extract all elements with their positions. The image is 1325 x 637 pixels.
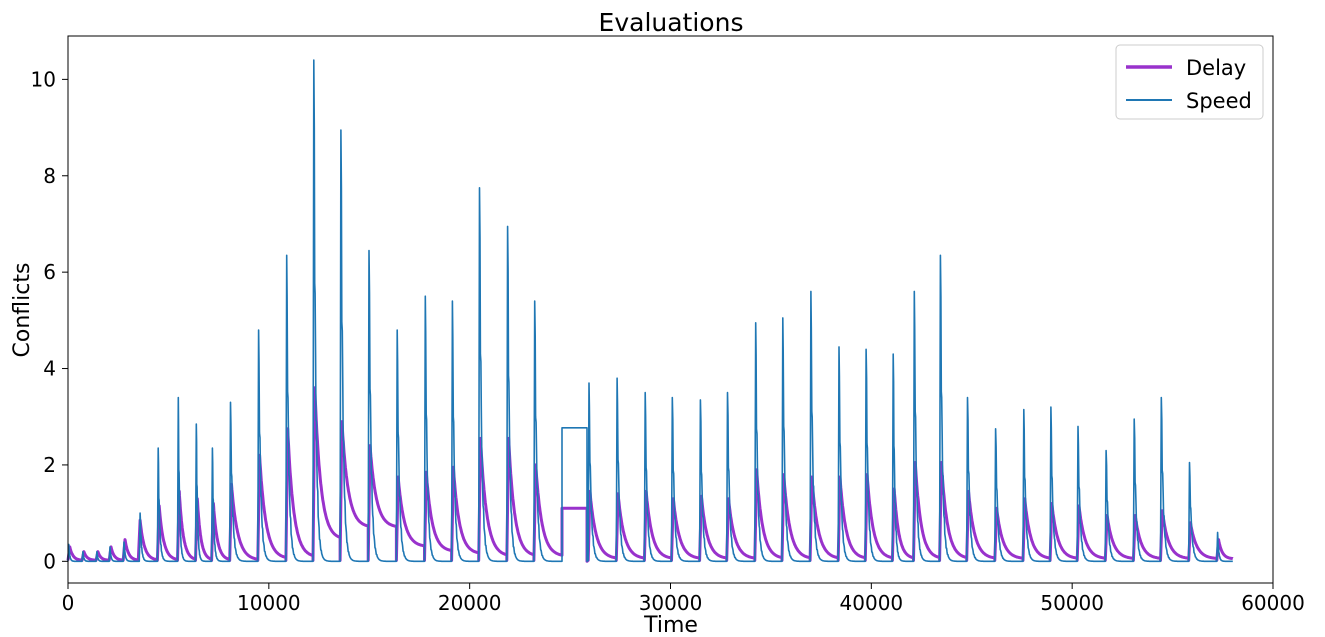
x-tick-label: 10000 (237, 591, 301, 615)
y-tick-label: 0 (43, 549, 56, 573)
y-axis: 0 2 4 6 8 10 (31, 67, 68, 573)
legend-label-delay: Delay (1186, 56, 1246, 80)
x-tick-label: 0 (62, 591, 75, 615)
x-tick-label: 60000 (1241, 591, 1305, 615)
x-tick-label: 30000 (639, 591, 703, 615)
x-tick-label: 20000 (438, 591, 502, 615)
x-axis-label: Time (643, 613, 698, 637)
series-line-delay (66, 386, 1235, 563)
x-axis: 0 10000 20000 30000 40000 50000 60000 (62, 583, 1305, 615)
legend: Delay Speed (1115, 44, 1264, 120)
x-tick-label: 50000 (1040, 591, 1104, 615)
y-tick-label: 8 (43, 164, 56, 188)
y-tick-label: 2 (43, 453, 56, 477)
y-tick-label: 10 (31, 67, 56, 91)
series-line-speed (67, 59, 1234, 563)
y-tick-label: 6 (43, 260, 56, 284)
y-tick-label: 4 (43, 357, 56, 381)
x-tick-label: 40000 (840, 591, 904, 615)
chart-title: Evaluations (599, 8, 744, 37)
y-axis-label: Conflicts (10, 263, 35, 358)
series-layer (66, 59, 1235, 563)
legend-label-speed: Speed (1186, 89, 1252, 113)
